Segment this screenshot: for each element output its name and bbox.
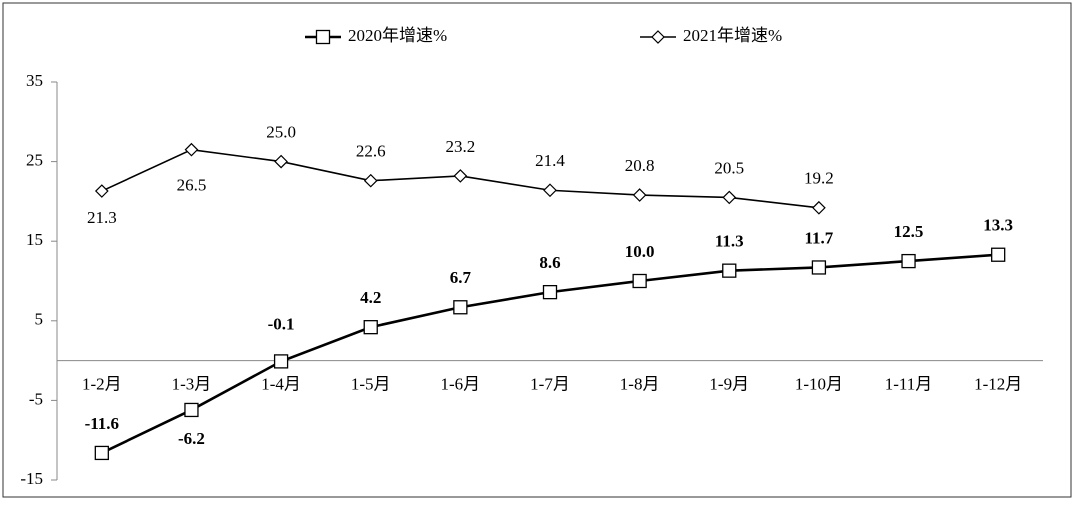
marker xyxy=(632,273,647,289)
marker xyxy=(453,169,468,183)
marker xyxy=(543,183,557,198)
marker xyxy=(901,253,916,269)
x-tick-label: 1-10月 xyxy=(795,375,843,394)
marker xyxy=(542,284,558,300)
data-label: 20.5 xyxy=(714,158,744,177)
marker xyxy=(184,402,199,418)
marker xyxy=(363,320,378,335)
marker xyxy=(274,154,288,169)
marker xyxy=(453,300,468,315)
data-label: -0.1 xyxy=(268,314,295,333)
data-label: 20.8 xyxy=(625,156,655,175)
y-tick-label: 25 xyxy=(26,151,43,170)
data-label: 26.5 xyxy=(177,176,207,195)
legend-label: 2020年增速% xyxy=(348,26,447,45)
data-label: 10.0 xyxy=(625,242,655,261)
x-tick-label: 1-8月 xyxy=(620,375,660,394)
x-tick-label: 1-4月 xyxy=(261,375,301,394)
marker xyxy=(722,190,737,205)
data-label: 19.2 xyxy=(804,169,834,188)
x-tick-label: 1-7月 xyxy=(530,375,570,394)
legend-marker xyxy=(651,30,665,44)
marker xyxy=(94,184,109,198)
data-label: 11.7 xyxy=(805,228,834,247)
y-tick-label: -5 xyxy=(29,389,43,408)
y-tick-label: 35 xyxy=(26,71,43,90)
x-tick-label: 1-6月 xyxy=(441,375,481,394)
x-tick-label: 1-5月 xyxy=(351,375,391,394)
data-label: -6.2 xyxy=(178,429,205,448)
x-tick-label: 1-11月 xyxy=(885,375,933,394)
data-label: 13.3 xyxy=(983,216,1013,235)
data-label: -11.6 xyxy=(85,414,119,433)
x-tick-label: 1-3月 xyxy=(172,375,212,394)
marker xyxy=(363,173,378,188)
marker xyxy=(632,188,647,202)
y-tick-label: -15 xyxy=(20,469,43,488)
marker xyxy=(811,260,827,275)
data-label: 8.6 xyxy=(539,253,560,272)
marker xyxy=(722,263,737,278)
data-label: 11.3 xyxy=(715,232,744,251)
y-tick-label: 15 xyxy=(26,230,43,249)
x-tick-label: 1-12月 xyxy=(974,375,1022,394)
marker xyxy=(812,200,826,215)
legend-marker xyxy=(315,29,331,45)
marker xyxy=(273,354,289,369)
marker xyxy=(94,445,109,461)
data-label: 21.4 xyxy=(535,151,565,170)
data-label: 22.6 xyxy=(356,142,386,161)
data-label: 23.2 xyxy=(445,137,475,156)
legend-label: 2021年增速% xyxy=(683,26,782,45)
data-label: 25.0 xyxy=(266,123,296,142)
series-line xyxy=(101,253,999,455)
data-label: 21.3 xyxy=(87,208,117,227)
y-tick-label: 5 xyxy=(35,310,44,329)
x-tick-label: 1-9月 xyxy=(709,375,749,394)
marker xyxy=(991,247,1006,262)
data-label: 12.5 xyxy=(894,222,924,241)
data-label: 4.2 xyxy=(360,288,381,307)
marker xyxy=(184,142,199,157)
frame xyxy=(2,2,1072,498)
x-tick-label: 1-2月 xyxy=(82,375,122,394)
data-label: 6.7 xyxy=(450,268,472,287)
